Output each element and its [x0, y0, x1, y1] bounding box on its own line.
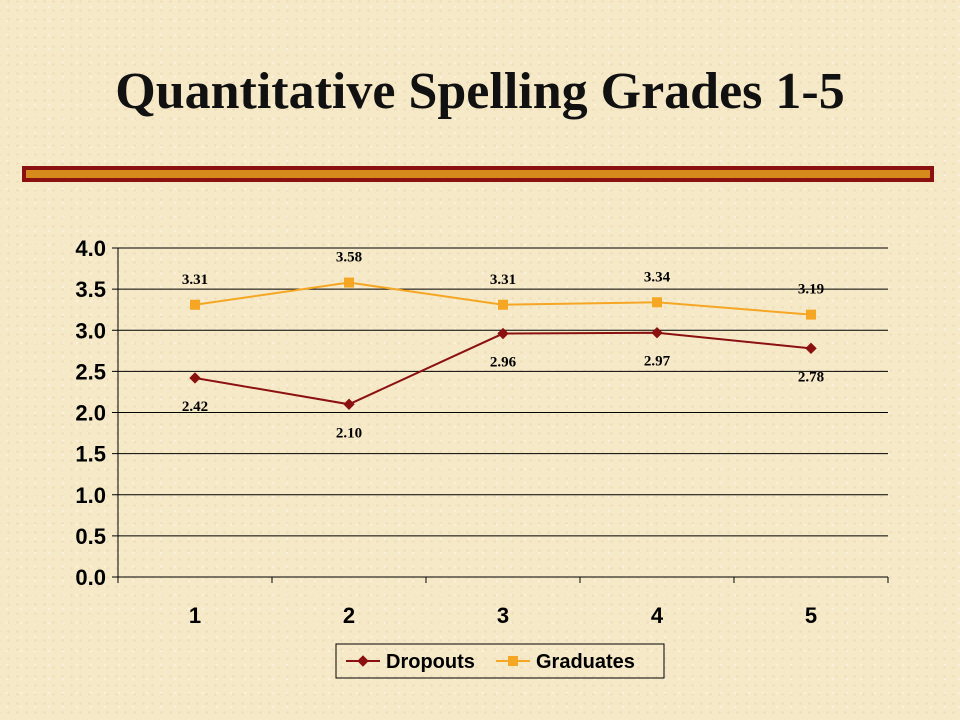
data-point-dropouts: [805, 342, 817, 355]
data-point-graduates: [344, 277, 354, 288]
data-label-graduates: 3.19: [798, 282, 824, 298]
y-tick-label: 2.0: [75, 401, 106, 426]
x-tick-label: 4: [651, 603, 664, 628]
x-tick-label: 3: [497, 603, 509, 628]
y-tick-label: 1.0: [75, 483, 106, 508]
data-point-dropouts: [189, 372, 201, 384]
y-tick-label: 4.0: [75, 236, 106, 261]
data-point-graduates: [652, 297, 662, 308]
data-point-dropouts: [497, 327, 509, 340]
y-tick-label: 0.0: [75, 565, 106, 590]
data-point-graduates: [190, 299, 200, 310]
data-label-dropouts: 2.78: [798, 369, 824, 385]
data-point-dropouts: [343, 398, 355, 410]
legend-marker-dropouts: [357, 655, 369, 667]
data-point-graduates: [498, 299, 508, 310]
legend-box: [335, 643, 665, 679]
data-label-graduates: 3.31: [182, 272, 208, 288]
data-label-dropouts: 2.97: [644, 354, 671, 370]
y-tick-label: 1.5: [75, 442, 106, 467]
data-point-graduates: [806, 309, 816, 320]
x-tick-label: 1: [189, 603, 201, 628]
data-label-dropouts: 2.42: [182, 399, 208, 415]
x-tick-label: 2: [343, 603, 355, 628]
y-tick-label: 2.5: [75, 359, 106, 384]
data-point-dropouts: [651, 327, 663, 339]
legend-marker-graduates: [508, 656, 518, 666]
data-label-dropouts: 2.96: [490, 355, 517, 371]
data-label-dropouts: 2.10: [336, 425, 362, 441]
data-label-graduates: 3.58: [336, 250, 362, 266]
y-tick-label: 0.5: [75, 524, 106, 549]
y-tick-label: 3.0: [75, 318, 106, 343]
x-tick-label: 5: [805, 603, 817, 628]
title-divider: [22, 166, 934, 182]
legend-label-graduates: Graduates: [536, 651, 635, 673]
data-label-graduates: 3.34: [644, 269, 671, 285]
page-title: Quantitative Spelling Grades 1-5: [115, 63, 845, 120]
y-tick-label: 3.5: [75, 277, 106, 302]
data-label-graduates: 3.31: [490, 272, 516, 288]
legend-label-dropouts: Dropouts: [386, 651, 475, 673]
